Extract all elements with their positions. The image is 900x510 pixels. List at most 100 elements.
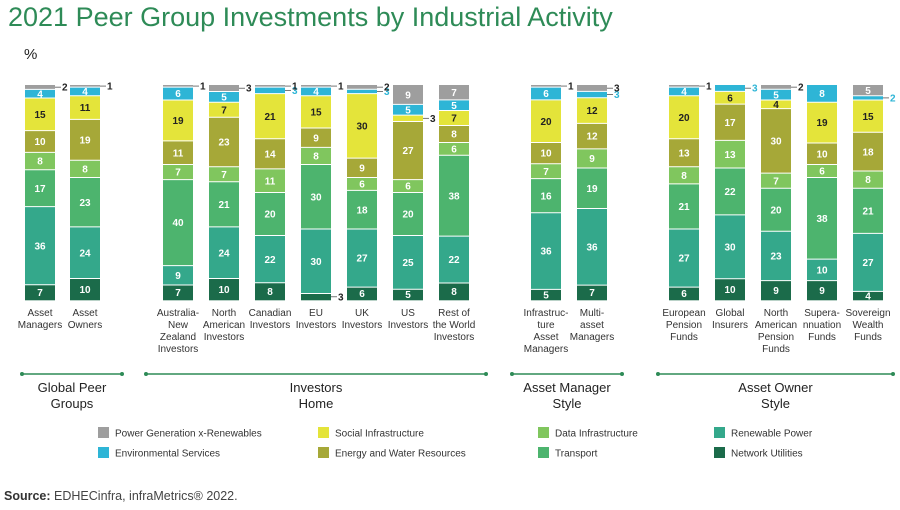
data-label: 15 <box>34 110 46 121</box>
data-label: 36 <box>34 241 46 252</box>
data-label: 7 <box>451 114 457 125</box>
category-label: Asset <box>72 308 97 319</box>
data-label: 20 <box>540 117 552 128</box>
bar-segment <box>301 293 331 301</box>
bar-segment <box>70 226 100 279</box>
data-label: 6 <box>451 144 457 155</box>
data-label: 8 <box>37 157 43 168</box>
bar-segment <box>669 87 699 97</box>
data-label: 27 <box>678 254 690 265</box>
bar-segment <box>577 285 607 301</box>
data-label: 13 <box>724 150 736 161</box>
data-label: 30 <box>724 242 736 253</box>
bar-segment <box>70 160 100 178</box>
data-label: 9 <box>175 271 181 282</box>
legend-swatch <box>714 447 725 458</box>
chart-title: 2021 Peer Group Investments by Industria… <box>8 2 613 32</box>
data-label: 10 <box>79 285 91 296</box>
bar-segment <box>163 265 193 286</box>
group-line-dot <box>20 372 24 376</box>
bar-segment <box>347 229 377 288</box>
group-line-dot <box>144 372 148 376</box>
bar-segment <box>209 166 239 183</box>
data-label: 7 <box>221 170 227 181</box>
legend-label: Network Utilities <box>731 449 803 460</box>
bar-segment <box>301 229 331 294</box>
bar-segment <box>761 280 791 301</box>
data-label: 7 <box>37 288 43 299</box>
data-label: 20 <box>770 205 782 216</box>
bar-segment <box>393 121 423 180</box>
data-label: 5 <box>773 90 779 101</box>
bar-segment <box>577 97 607 124</box>
data-label: 5 <box>543 290 549 301</box>
category-label: European <box>662 308 705 319</box>
group-label: Style <box>761 396 790 411</box>
data-label: 4 <box>773 100 779 111</box>
data-label: 5 <box>405 290 411 301</box>
category-label: UK <box>355 308 369 319</box>
group-line-dot <box>656 372 660 376</box>
bar-segment <box>301 164 331 230</box>
data-label: 20 <box>402 210 414 221</box>
bar-segment <box>761 188 791 232</box>
data-label: 4 <box>37 89 43 100</box>
category-label: Managers <box>570 332 614 343</box>
data-label: 8 <box>451 130 457 141</box>
bar-segment <box>531 87 561 101</box>
bar-segment <box>209 226 239 279</box>
category-label: Owners <box>68 320 102 331</box>
bar-segment <box>807 164 837 178</box>
category-label: EU <box>309 308 323 319</box>
bar-segment <box>255 93 285 140</box>
bar-segment <box>577 168 607 209</box>
bar-segment <box>70 177 100 228</box>
bar-segment <box>807 280 837 301</box>
bar-segment <box>301 85 331 88</box>
data-label: 17 <box>724 118 736 129</box>
data-label: 1 <box>338 82 344 93</box>
data-label: 23 <box>79 198 91 209</box>
data-label: 9 <box>405 90 411 101</box>
group-line-dot <box>510 372 514 376</box>
bar-segment <box>669 183 699 230</box>
data-label: 6 <box>359 289 365 300</box>
bar-segment <box>715 91 745 105</box>
data-label: 1 <box>568 82 574 93</box>
data-label: 12 <box>586 106 598 117</box>
data-label: 10 <box>816 149 828 160</box>
category-label: nnuation <box>803 320 841 331</box>
data-label: 23 <box>218 138 230 149</box>
data-label: 10 <box>34 137 46 148</box>
category-label: North <box>212 308 236 319</box>
bar-segment <box>577 148 607 169</box>
data-label: 3 <box>384 87 390 98</box>
bar-segment <box>393 115 423 122</box>
bar-segment <box>669 229 699 288</box>
data-label: 4 <box>865 291 871 302</box>
data-label: 6 <box>405 182 411 193</box>
legend-label: Transport <box>555 449 598 460</box>
bar-segment <box>209 181 239 228</box>
data-label: 11 <box>173 148 184 159</box>
data-label: 6 <box>175 89 181 100</box>
data-label: 22 <box>448 255 460 266</box>
data-label: 21 <box>218 200 230 211</box>
data-label: 10 <box>540 149 552 160</box>
data-label: 9 <box>589 154 595 165</box>
data-label: 18 <box>862 147 874 158</box>
data-label: 4 <box>313 87 319 98</box>
category-label: US <box>401 308 415 319</box>
data-label: 30 <box>356 121 368 132</box>
category-label: Funds <box>762 344 790 355</box>
data-label: 27 <box>402 146 414 157</box>
data-label: 5 <box>221 92 227 103</box>
category-label: Supera- <box>804 308 840 319</box>
bar-segment <box>393 235 423 290</box>
data-label: 12 <box>586 132 598 143</box>
category-label: Zealand <box>160 332 196 343</box>
bar-segment <box>853 100 883 133</box>
data-label: 1 <box>200 82 206 93</box>
bar-segment <box>70 278 100 301</box>
bar-segment <box>715 104 745 141</box>
